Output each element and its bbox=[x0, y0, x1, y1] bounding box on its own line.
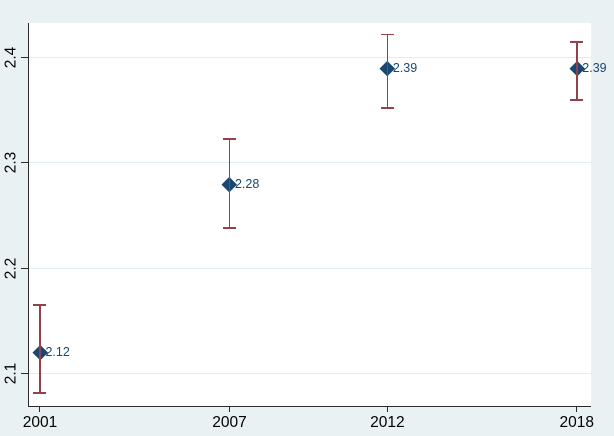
y-gridline bbox=[29, 267, 591, 269]
y-axis-tick bbox=[21, 162, 28, 164]
error-bar-cap-top bbox=[570, 41, 584, 43]
point-value-label: 2.39 bbox=[582, 61, 607, 76]
error-bar-line bbox=[575, 41, 578, 100]
error-bar-cap-bottom bbox=[570, 98, 584, 101]
y-tick-label: 2.3 bbox=[2, 152, 20, 174]
y-gridline bbox=[29, 372, 591, 374]
y-tick-label: 2.2 bbox=[2, 257, 20, 279]
y-gridline bbox=[29, 162, 591, 164]
error-bar-cap-top bbox=[33, 304, 47, 306]
x-axis-tick bbox=[386, 407, 388, 412]
error-bar-line bbox=[39, 304, 41, 394]
error-bar-cap-bottom bbox=[33, 392, 47, 395]
y-tick-label: 2.4 bbox=[2, 46, 20, 69]
y-axis-tick bbox=[21, 57, 28, 59]
x-tick-label: 2007 bbox=[212, 414, 247, 431]
error-bar-line bbox=[228, 138, 231, 229]
x-axis-tick bbox=[39, 407, 41, 412]
y-gridline bbox=[29, 57, 591, 59]
error-bar-cap-top bbox=[380, 33, 394, 36]
y-axis-tick bbox=[21, 267, 28, 269]
x-tick-label: 2018 bbox=[559, 414, 595, 431]
y-axis-tick bbox=[21, 372, 28, 374]
error-bar-cap-top bbox=[222, 137, 236, 140]
error-bar-cap-bottom bbox=[380, 107, 394, 110]
error-bar-line bbox=[386, 34, 389, 109]
x-tick-label: 2001 bbox=[22, 414, 58, 431]
x-axis-tick bbox=[228, 407, 230, 412]
y-tick-label: 2.1 bbox=[2, 362, 20, 385]
x-tick-label: 2012 bbox=[370, 414, 405, 431]
x-axis-tick bbox=[576, 407, 578, 412]
point-value-label: 2.39 bbox=[392, 61, 418, 76]
point-value-label: 2.12 bbox=[45, 345, 70, 360]
plot-area bbox=[28, 23, 591, 407]
point-value-label: 2.28 bbox=[234, 176, 260, 191]
error-bar-cap-bottom bbox=[222, 227, 236, 229]
